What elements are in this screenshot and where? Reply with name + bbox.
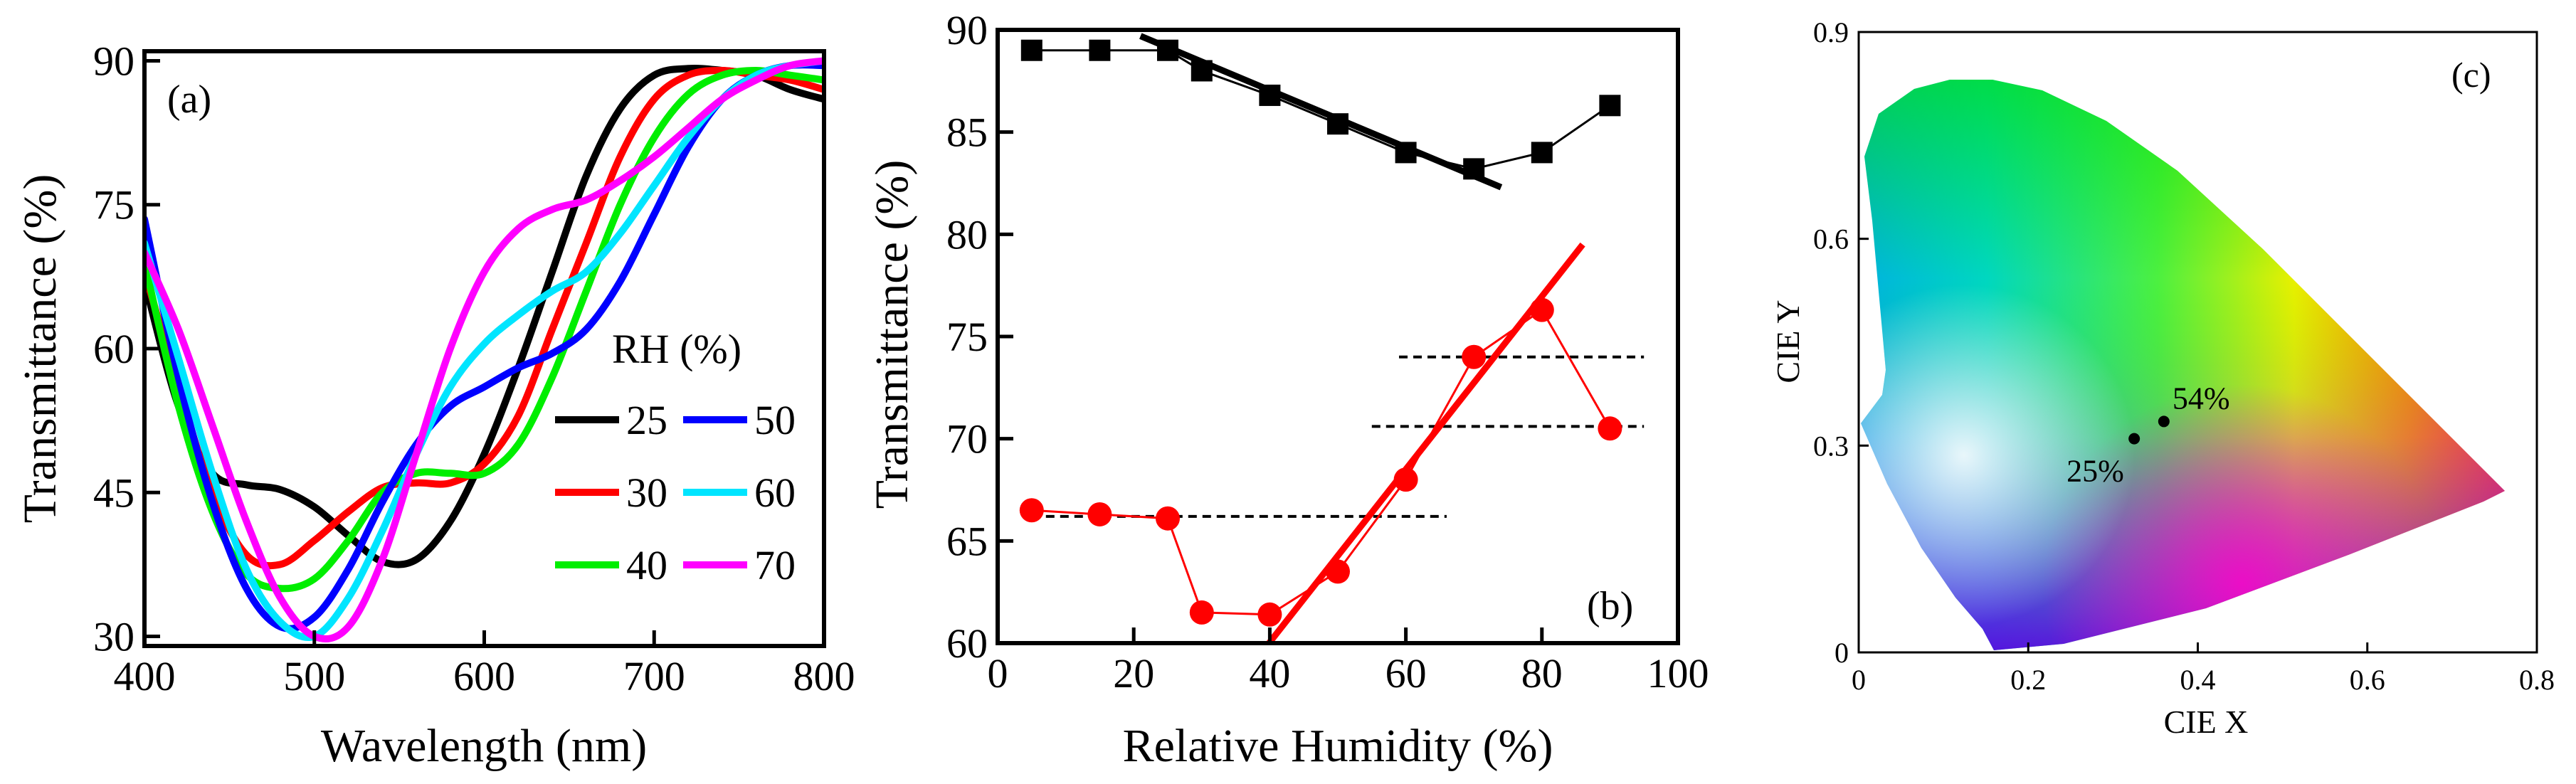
data-point-square [1327, 113, 1348, 135]
data-point-square [1259, 84, 1281, 106]
y-tick-label: 0.3 [1813, 430, 1849, 462]
x-tick-label: 0.8 [2519, 664, 2555, 696]
series-line-rh-50 [144, 61, 824, 632]
x-tick-label: 500 [283, 653, 345, 699]
panel-b-xlabel: Relative Humidity (%) [1123, 720, 1553, 772]
panel-c-label: (c) [2451, 55, 2491, 95]
data-point-square [1395, 142, 1417, 164]
data-point-circle [1257, 602, 1282, 627]
y-tick-label: 0.9 [1813, 16, 1849, 48]
series-line-rh-60 [144, 57, 824, 641]
y-tick-label: 85 [946, 110, 988, 156]
y-tick-label: 75 [946, 314, 988, 360]
panel-c-points: 25% 54% [2066, 381, 2229, 488]
legend-label: 25 [626, 397, 667, 443]
data-point-circle [1087, 502, 1112, 526]
panel-b-label: (b) [1587, 584, 1633, 628]
panel-c-ylabel: CIE Y [1770, 300, 1806, 383]
y-tick-label: 45 [93, 470, 134, 516]
y-tick-label: 60 [946, 620, 988, 667]
y-tick-label: 65 [946, 518, 988, 564]
legend-item-rh-70: 70 [683, 542, 796, 588]
data-point-square [1089, 39, 1111, 61]
x-tick-label: 60 [1385, 650, 1427, 696]
y-tick-label: 70 [946, 416, 988, 462]
data-point-circle [1156, 506, 1180, 531]
legend-label: 70 [754, 542, 796, 588]
x-tick-label: 700 [623, 653, 685, 699]
linear-fit-line [1265, 242, 1585, 643]
chromaticity-point-label: 25% [2066, 454, 2124, 489]
data-point-square [1020, 39, 1042, 61]
panel-c-ticks: 0 0.2 0.4 0.6 0.8 0 0.3 0.6 0.9 [1813, 16, 2555, 696]
data-point-square [1531, 142, 1553, 164]
panel-b-plot-area [1019, 33, 1645, 643]
data-point-circle [1326, 559, 1350, 584]
data-point-circle [1019, 498, 1044, 523]
connector-line [1031, 49, 1611, 170]
y-tick-label: 30 [93, 614, 134, 660]
x-tick-label: 600 [453, 653, 515, 699]
cie-gamut [1861, 80, 2505, 650]
data-point-square [1463, 158, 1485, 180]
legend-item-rh-50: 50 [683, 397, 796, 443]
x-tick-label: 400 [114, 653, 176, 699]
x-tick-label: 100 [1647, 650, 1709, 696]
legend-label: 40 [626, 542, 667, 588]
y-tick-label: 60 [93, 326, 134, 372]
chromaticity-point [2158, 415, 2170, 428]
panel-a-label: (a) [167, 78, 211, 122]
data-point-circle [1393, 467, 1418, 492]
x-tick-label: 0.6 [2350, 664, 2385, 696]
panel-c-cie: 0 0.2 0.4 0.6 0.8 0 0.3 0.6 0.9 25% 54% (c) CIE X… [1770, 16, 2555, 740]
panel-a-xlabel: Wavelength (nm) [321, 720, 647, 772]
y-tick-label: 90 [946, 7, 988, 53]
panel-b-humidity: 0 20 40 60 80 100 60 65 70 75 80 85 90 (b) Relative … [866, 7, 1709, 772]
chromaticity-point [2128, 433, 2140, 445]
y-tick-label: 90 [93, 38, 134, 84]
data-point-circle [1529, 297, 1554, 322]
legend-item-rh-60: 60 [683, 470, 796, 516]
connector-line [1031, 308, 1611, 616]
panel-b-ticks: 0 20 40 60 80 100 60 65 70 75 80 85 90 [946, 7, 1709, 696]
legend-label: 30 [626, 470, 667, 516]
data-point-circle [1598, 416, 1622, 441]
y-tick-label: 80 [946, 211, 988, 258]
legend-item-rh-30: 30 [555, 470, 667, 516]
panel-a-legend: 25 50 30 60 40 70 [555, 397, 796, 588]
panel-a-curves [144, 57, 824, 642]
legend-label: 60 [754, 470, 796, 516]
x-tick-label: 80 [1521, 650, 1563, 696]
panel-a-ylabel: Transmittance (%) [14, 174, 66, 524]
panel-a-ticks: 400 500 600 700 800 30 45 60 75 90 [93, 38, 855, 699]
x-tick-label: 40 [1249, 650, 1290, 696]
panel-a-legend-title: RH (%) [612, 326, 741, 372]
x-tick-label: 0 [988, 650, 1008, 696]
x-tick-label: 20 [1113, 650, 1154, 696]
series-line-rh-25 [144, 64, 824, 568]
data-point-circle [1462, 344, 1487, 369]
data-point-square [1191, 60, 1213, 82]
legend-item-rh-40: 40 [555, 542, 667, 588]
legend-label: 50 [754, 397, 796, 443]
x-tick-label: 0.4 [2180, 664, 2216, 696]
x-tick-label: 0.2 [2010, 664, 2046, 696]
y-tick-label: 0 [1835, 637, 1849, 669]
linear-fit-line [1139, 33, 1503, 191]
data-point-square [1157, 39, 1178, 61]
panel-c-xlabel: CIE X [2164, 704, 2249, 740]
panel-b-ylabel: Transmittance (%) [866, 160, 918, 509]
chromaticity-point-label: 54% [2173, 381, 2230, 415]
series-line-rh-70 [144, 57, 824, 642]
legend-item-rh-25: 25 [555, 397, 667, 443]
y-tick-label: 0.6 [1813, 223, 1849, 255]
panel-a-spectra: 400 500 600 700 800 30 45 60 75 90 (a) Wavelength… [14, 38, 855, 772]
x-tick-label: 0 [1852, 664, 1866, 696]
data-point-circle [1189, 600, 1214, 625]
x-tick-label: 800 [793, 653, 855, 699]
y-tick-label: 75 [93, 182, 134, 228]
data-point-square [1599, 95, 1621, 117]
